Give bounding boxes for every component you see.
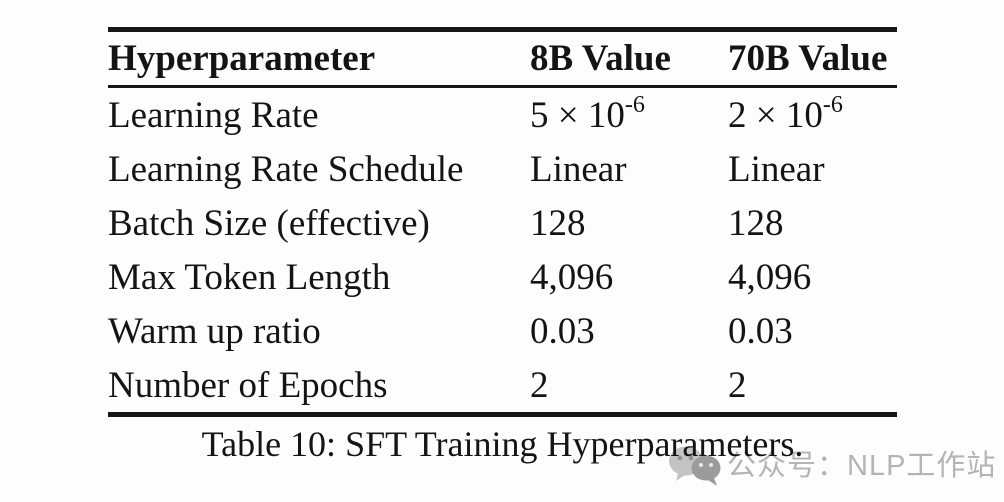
row-label: Learning Rate Schedule (108, 148, 464, 190)
value-exponent: -6 (822, 91, 843, 118)
hyperparameter-table: Hyperparameter 8B Value 70B Value Learni… (108, 27, 897, 417)
cell-70b-value: 128 (728, 202, 784, 244)
cell-70b-value: 0.03 (728, 310, 793, 352)
cell-8b-value: 128 (530, 202, 586, 244)
table-row-learning-rate: Learning Rate 5 × 10-6 2 × 10-6 (108, 88, 897, 142)
cell-8b-value: 5 × 10-6 (530, 93, 728, 136)
cell-70b-value: Linear (728, 148, 825, 190)
table-header-row: Hyperparameter 8B Value 70B Value (108, 32, 897, 85)
table-row-lr-schedule: Learning Rate Schedule Linear Linear (108, 142, 897, 196)
wechat-icon (669, 446, 721, 486)
watermark-text: 公众号：NLP工作站 (727, 449, 997, 482)
value-base: 2 × 10 (728, 94, 823, 136)
column-header-8b-value: 8B Value (530, 38, 671, 79)
cell-8b-value: 2 (530, 364, 549, 406)
table-row-warmup-ratio: Warm up ratio 0.03 0.03 (108, 304, 897, 358)
table-mid-rule (108, 85, 897, 88)
table-row-number-of-epochs: Number of Epochs 2 2 (108, 358, 897, 412)
column-header-hyperparameter: Hyperparameter (108, 38, 376, 79)
table-top-rule (108, 27, 897, 32)
cell-70b-value: 2 (728, 364, 747, 406)
row-label: Batch Size (effective) (108, 202, 430, 244)
row-label: Number of Epochs (108, 364, 388, 406)
table-row-batch-size: Batch Size (effective) 128 128 (108, 196, 897, 250)
row-label: Max Token Length (108, 256, 391, 298)
table-row-max-token-length: Max Token Length 4,096 4,096 (108, 250, 897, 304)
column-header-70b-value: 70B Value (728, 38, 888, 79)
value-base: 5 × 10 (530, 94, 625, 136)
table-bottom-rule (108, 412, 897, 417)
cell-8b-value: 4,096 (530, 256, 614, 298)
row-label: Warm up ratio (108, 310, 321, 352)
cell-8b-value: Linear (530, 148, 627, 190)
value-exponent: -6 (624, 91, 645, 118)
row-label: Learning Rate (108, 94, 319, 136)
cell-70b-value: 4,096 (728, 256, 812, 298)
cell-8b-value: 0.03 (530, 310, 595, 352)
cell-70b-value: 2 × 10-6 (728, 93, 897, 136)
watermark: 公众号：NLP工作站 (668, 444, 996, 488)
table-caption: Table 10: SFT Training Hyperparameters. (201, 424, 804, 464)
